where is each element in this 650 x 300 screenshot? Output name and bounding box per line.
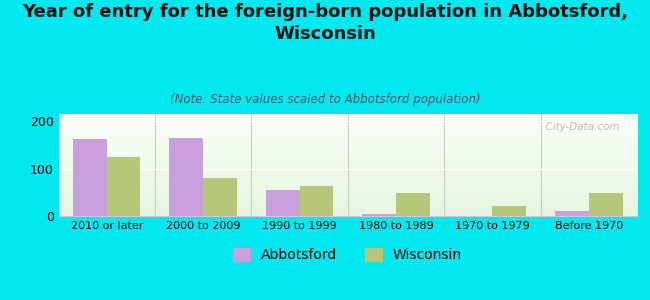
Text: Year of entry for the foreign-born population in Abbotsford,
Wisconsin: Year of entry for the foreign-born popul… <box>22 3 628 43</box>
Bar <box>396 193 430 216</box>
Bar <box>107 157 140 216</box>
Bar <box>493 206 526 216</box>
Legend: Abbotsford, Wisconsin: Abbotsford, Wisconsin <box>233 248 462 262</box>
Bar <box>362 214 396 216</box>
Bar <box>266 190 300 216</box>
Bar <box>555 211 589 216</box>
Bar <box>203 178 237 216</box>
Bar <box>170 138 203 216</box>
Bar <box>300 186 333 216</box>
Bar <box>589 193 623 216</box>
Text: City-Data.com: City-Data.com <box>539 122 619 132</box>
Text: (Note: State values scaled to Abbotsford population): (Note: State values scaled to Abbotsford… <box>170 94 480 106</box>
Bar <box>73 139 107 216</box>
